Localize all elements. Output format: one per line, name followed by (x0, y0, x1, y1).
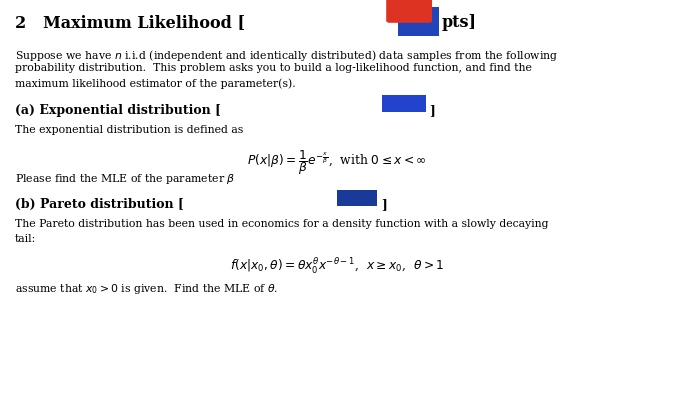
Text: assume that $x_0 > 0$ is given.  Find the MLE of $\theta$.: assume that $x_0 > 0$ is given. Find the… (15, 282, 278, 296)
Text: pts]: pts] (441, 14, 477, 31)
Text: tail:: tail: (15, 234, 36, 244)
Text: $P(x|\beta) = \dfrac{1}{\beta}e^{-\frac{x}{\beta}}$,  with $0 \leq x < \infty$: $P(x|\beta) = \dfrac{1}{\beta}e^{-\frac{… (247, 148, 427, 177)
Text: probability distribution.  This problem asks you to build a log-likelihood funct: probability distribution. This problem a… (15, 63, 532, 73)
Text: (a) Exponential distribution [: (a) Exponential distribution [ (15, 104, 221, 117)
FancyBboxPatch shape (386, 0, 432, 23)
Text: The Pareto distribution has been used in economics for a density function with a: The Pareto distribution has been used in… (15, 219, 549, 229)
Text: (b) Pareto distribution [: (b) Pareto distribution [ (15, 198, 184, 211)
Text: ]: ] (429, 104, 435, 117)
Text: maximum likelihood estimator of the parameter(s).: maximum likelihood estimator of the para… (15, 78, 295, 89)
Bar (398, 7, 439, 36)
Bar (382, 95, 426, 112)
Text: Please find the MLE of the parameter $\beta$: Please find the MLE of the parameter $\b… (15, 172, 235, 186)
Text: ]: ] (381, 198, 387, 211)
Text: $f(x|x_0, \theta) = \theta x_0^{\theta} x^{-\theta-1}$,  $x \geq x_0$,  $\theta : $f(x|x_0, \theta) = \theta x_0^{\theta} … (230, 257, 444, 277)
Text: The exponential distribution is defined as: The exponential distribution is defined … (15, 125, 243, 135)
Text: Suppose we have $n$ i.i.d (independent and identically distributed) data samples: Suppose we have $n$ i.i.d (independent a… (15, 48, 558, 63)
Bar (337, 190, 377, 206)
Text: 2   Maximum Likelihood [: 2 Maximum Likelihood [ (15, 14, 245, 31)
